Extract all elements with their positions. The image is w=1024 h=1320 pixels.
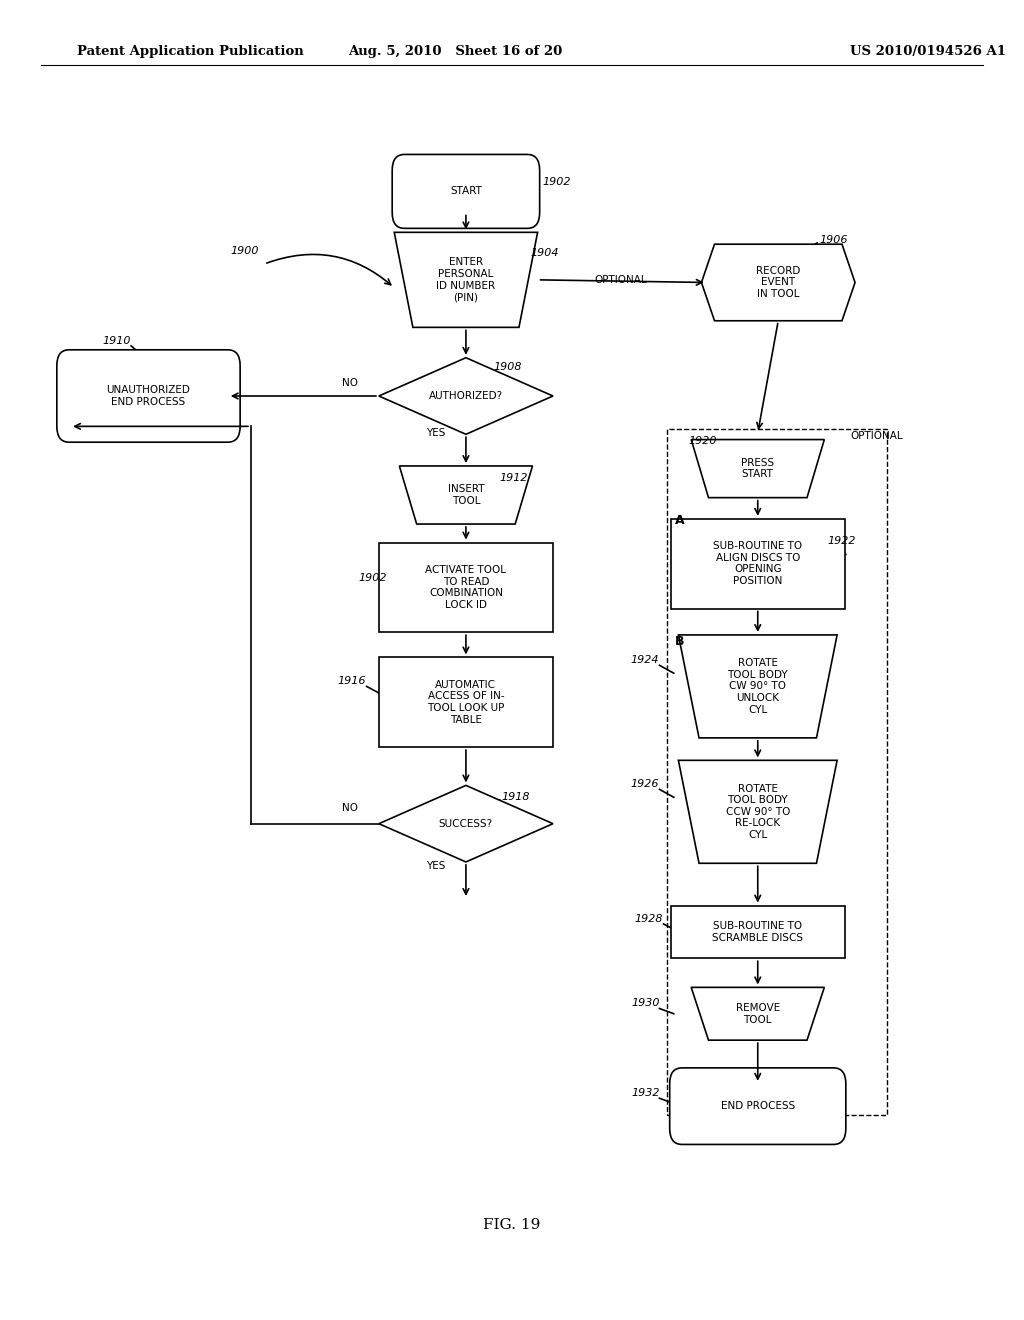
Text: 1906: 1906: [819, 235, 848, 246]
Text: ROTATE
TOOL BODY
CW 90° TO
UNLOCK
CYL: ROTATE TOOL BODY CW 90° TO UNLOCK CYL: [727, 659, 788, 714]
Text: 1908: 1908: [494, 362, 522, 372]
Text: A: A: [675, 513, 684, 527]
FancyBboxPatch shape: [392, 154, 540, 228]
Polygon shape: [678, 635, 838, 738]
Text: SUB-ROUTINE TO
SCRAMBLE DISCS: SUB-ROUTINE TO SCRAMBLE DISCS: [713, 921, 803, 942]
Text: 1902: 1902: [358, 573, 387, 583]
Text: 1930: 1930: [632, 998, 660, 1008]
Text: PRESS
START: PRESS START: [741, 458, 774, 479]
Text: 1928: 1928: [635, 913, 664, 924]
Text: 1926: 1926: [631, 779, 659, 789]
Text: 1900: 1900: [230, 246, 259, 256]
Text: 1932: 1932: [632, 1088, 660, 1098]
Text: 1904: 1904: [530, 248, 559, 259]
Text: Aug. 5, 2010   Sheet 16 of 20: Aug. 5, 2010 Sheet 16 of 20: [348, 45, 563, 58]
Text: ENTER
PERSONAL
ID NUMBER
(PIN): ENTER PERSONAL ID NUMBER (PIN): [436, 257, 496, 302]
Text: 1918: 1918: [502, 792, 530, 803]
Text: 1902: 1902: [543, 177, 571, 187]
Text: UNAUTHORIZED
END PROCESS: UNAUTHORIZED END PROCESS: [106, 385, 190, 407]
Text: SUCCESS?: SUCCESS?: [439, 818, 493, 829]
Polygon shape: [678, 760, 838, 863]
Text: ACTIVATE TOOL
TO READ
COMBINATION
LOCK ID: ACTIVATE TOOL TO READ COMBINATION LOCK I…: [425, 565, 507, 610]
Polygon shape: [394, 232, 538, 327]
Text: 1924: 1924: [631, 655, 659, 665]
Text: OPTIONAL: OPTIONAL: [850, 430, 902, 441]
Text: AUTOMATIC
ACCESS OF IN-
TOOL LOOK UP
TABLE: AUTOMATIC ACCESS OF IN- TOOL LOOK UP TAB…: [427, 680, 505, 725]
Text: REMOVE
TOOL: REMOVE TOOL: [735, 1003, 780, 1024]
Polygon shape: [691, 987, 824, 1040]
Text: 1916: 1916: [338, 676, 367, 686]
Bar: [671, 519, 845, 609]
Text: 1922: 1922: [827, 536, 856, 546]
Text: 1920: 1920: [688, 436, 717, 446]
Polygon shape: [379, 358, 553, 434]
Text: FIG. 19: FIG. 19: [483, 1218, 541, 1232]
Polygon shape: [399, 466, 532, 524]
Text: AUTHORIZED?: AUTHORIZED?: [429, 391, 503, 401]
Polygon shape: [691, 440, 824, 498]
Text: RECORD
EVENT
IN TOOL: RECORD EVENT IN TOOL: [756, 265, 801, 300]
Text: OPTIONAL: OPTIONAL: [594, 275, 646, 285]
Text: Patent Application Publication: Patent Application Publication: [77, 45, 303, 58]
Text: ROTATE
TOOL BODY
CCW 90° TO
RE-LOCK
CYL: ROTATE TOOL BODY CCW 90° TO RE-LOCK CYL: [726, 784, 790, 840]
Polygon shape: [701, 244, 855, 321]
Text: END PROCESS: END PROCESS: [721, 1101, 795, 1111]
Bar: [667, 429, 887, 1115]
Text: US 2010/0194526 A1: US 2010/0194526 A1: [850, 45, 1006, 58]
Bar: [379, 543, 553, 632]
Text: INSERT
TOOL: INSERT TOOL: [447, 484, 484, 506]
Text: NO: NO: [342, 803, 358, 813]
Text: 1912: 1912: [500, 473, 528, 483]
Text: YES: YES: [426, 428, 445, 438]
Bar: [671, 906, 845, 958]
Text: YES: YES: [426, 861, 445, 871]
FancyBboxPatch shape: [56, 350, 240, 442]
Polygon shape: [379, 785, 553, 862]
FancyBboxPatch shape: [670, 1068, 846, 1144]
Text: 1910: 1910: [102, 335, 131, 346]
Text: SUB-ROUTINE TO
ALIGN DISCS TO
OPENING
POSITION: SUB-ROUTINE TO ALIGN DISCS TO OPENING PO…: [713, 541, 803, 586]
Text: START: START: [450, 186, 482, 197]
Text: NO: NO: [342, 378, 358, 388]
Bar: [379, 657, 553, 747]
Text: B: B: [675, 635, 684, 648]
